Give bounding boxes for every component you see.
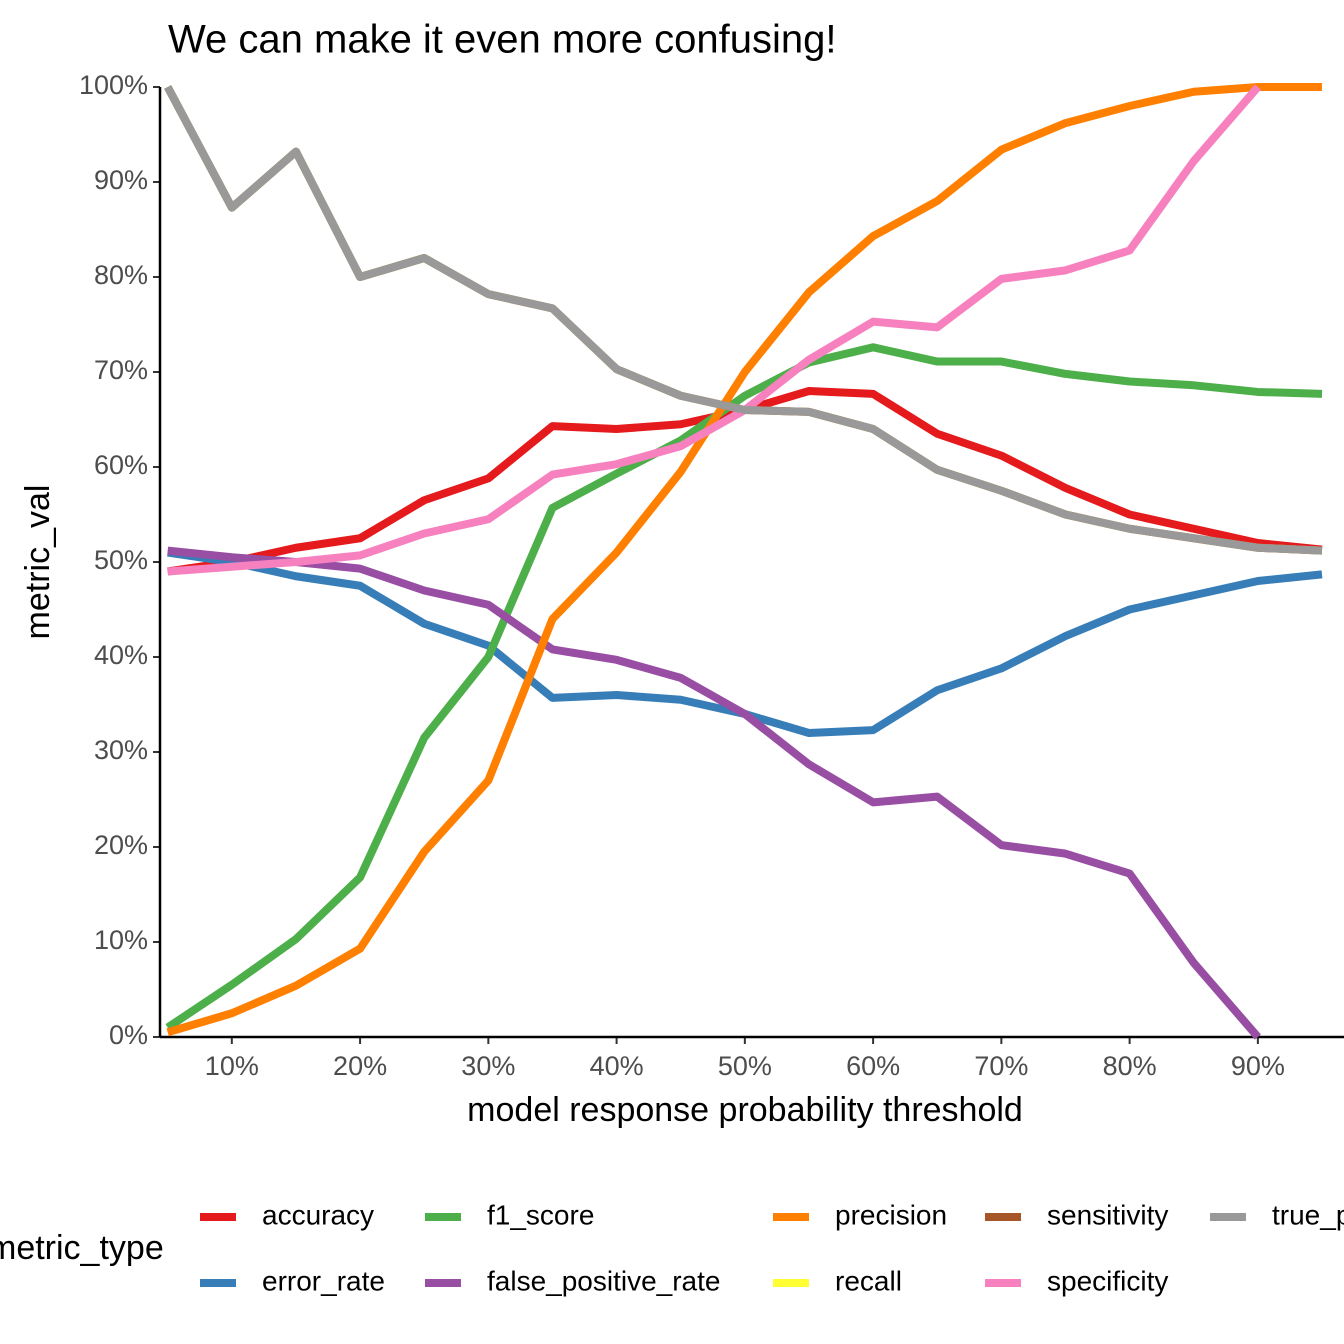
legend-label: sensitivity	[1047, 1199, 1168, 1230]
y-tick-label: 90%	[94, 165, 148, 195]
x-tick-label: 60%	[846, 1051, 900, 1081]
y-tick-label: 0%	[109, 1020, 148, 1050]
legend-label: f1_score	[487, 1199, 594, 1230]
x-axis-title: model response probability threshold	[467, 1091, 1023, 1129]
x-tick-label: 70%	[974, 1051, 1028, 1081]
legend-title: metric_type	[0, 1229, 164, 1267]
legend-label: false_positive_rate	[487, 1265, 720, 1296]
y-tick-label: 80%	[94, 260, 148, 290]
legend-label: error_rate	[262, 1265, 385, 1296]
y-axis-title: metric_val	[19, 485, 57, 640]
series-line	[166, 83, 1322, 1037]
series-line	[167, 548, 1323, 737]
y-tick-label: 60%	[94, 450, 148, 480]
series-line	[164, 85, 1323, 555]
y-tick-label: 10%	[94, 925, 148, 955]
y-tick-label: 70%	[94, 355, 148, 385]
x-tick-label: 20%	[333, 1051, 387, 1081]
x-tick-label: 40%	[590, 1051, 644, 1081]
x-tick-label: 50%	[718, 1051, 772, 1081]
y-tick-label: 30%	[94, 735, 148, 765]
legend-label: accuracy	[262, 1199, 374, 1230]
series-line	[167, 546, 1261, 1040]
x-tick-label: 10%	[205, 1051, 259, 1081]
series-line	[165, 343, 1323, 1031]
series-line	[167, 84, 1261, 576]
x-tick-label: 90%	[1231, 1051, 1285, 1081]
legend-label: specificity	[1047, 1265, 1168, 1296]
series-line	[164, 85, 1323, 555]
y-tick-label: 100%	[79, 70, 148, 100]
y-tick-label: 40%	[94, 640, 148, 670]
y-tick-label: 50%	[94, 545, 148, 575]
legend-label: true_positive_rate	[1272, 1199, 1344, 1230]
series-line	[167, 387, 1323, 576]
legend-label: precision	[835, 1199, 947, 1230]
x-tick-label: 30%	[461, 1051, 515, 1081]
legend-label: recall	[835, 1265, 902, 1296]
chart-title: We can make it even more confusing!	[168, 18, 836, 62]
x-tick-label: 80%	[1103, 1051, 1157, 1081]
series-line	[164, 85, 1323, 555]
y-tick-label: 20%	[94, 830, 148, 860]
